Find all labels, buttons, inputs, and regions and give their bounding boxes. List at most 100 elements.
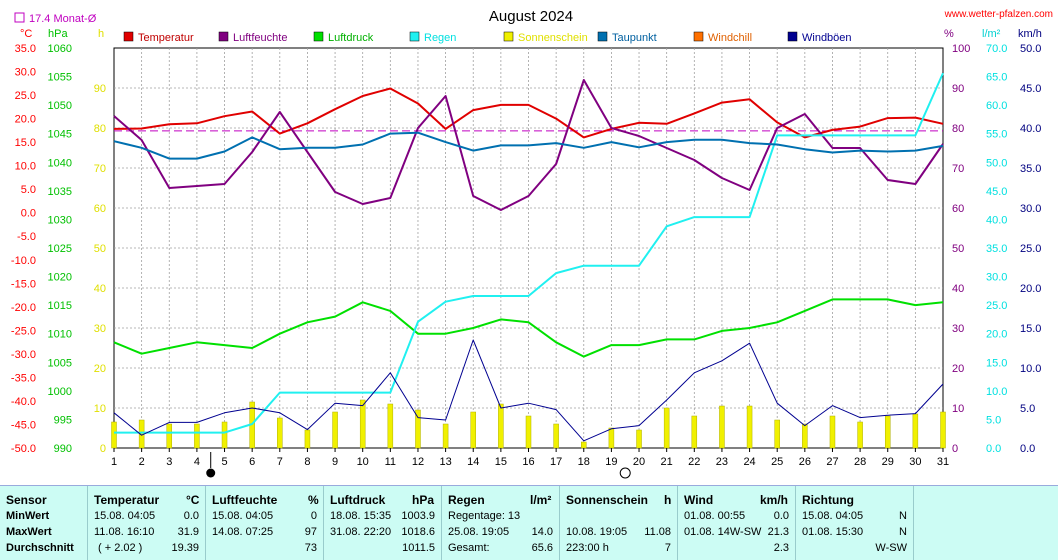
- stats-unit-humidity: %: [308, 493, 319, 507]
- series-line-windböen: [113, 339, 944, 442]
- x-tick-label: 14: [467, 456, 479, 468]
- sun-tick-label: 40: [94, 283, 106, 295]
- pressure-tick-label: 1020: [48, 272, 72, 284]
- new-moon-icon: [206, 468, 216, 478]
- wind-unit-label: km/h: [1018, 28, 1042, 40]
- x-tick-label: 4: [194, 456, 200, 468]
- stats-cell: 31.9: [177, 526, 199, 538]
- humidity-tick-label: 20: [952, 363, 964, 375]
- sunshine-bar: [636, 429, 642, 449]
- temp-tick-label: -15.0: [11, 278, 36, 290]
- x-tick-label: 22: [688, 456, 700, 468]
- stats-row-label: MaxWert: [6, 526, 52, 538]
- humidity-tick-label: 0: [952, 443, 958, 455]
- humidity-tick-label: 50: [952, 243, 964, 255]
- sun-tick-label: 60: [94, 203, 106, 215]
- humidity-tick-label: 30: [952, 323, 964, 335]
- x-tick-label: 31: [937, 456, 949, 468]
- x-tick-label: 28: [854, 456, 866, 468]
- rain-tick-label: 60.0: [986, 100, 1007, 112]
- series-lines: [113, 72, 944, 442]
- stats-cell: N: [899, 510, 907, 522]
- wind-tick-label: 0.0: [1020, 443, 1035, 455]
- sunshine-bar: [332, 411, 338, 449]
- x-tick-labels: 1 2 3 4 5 6 7 8 9 10 11 12 13 14 15 16 17 18 19 20 21 22 23 24 2…: [111, 448, 949, 479]
- stats-cell: 21.3: [767, 526, 789, 538]
- sunshine-bar: [912, 413, 919, 449]
- x-tick-label: 8: [304, 456, 310, 468]
- temp-tick-label: 5.0: [21, 184, 36, 196]
- source-link[interactable]: www.wetter-pfalzen.com: [944, 9, 1053, 20]
- stats-cell: 1003.9: [401, 510, 435, 522]
- stats-cell: 10.08. 19:05: [566, 526, 628, 538]
- series-line-luftdruck: [113, 298, 944, 358]
- stats-cell: 65.6: [531, 542, 553, 554]
- month-average-swatch: [14, 12, 25, 23]
- stats-cell: 14.0: [531, 526, 553, 538]
- x-tick-label: 27: [826, 456, 838, 468]
- rain-tick-label: 15.0: [986, 357, 1007, 369]
- humidity-tick-label: 40: [952, 283, 964, 295]
- sunshine-bar: [304, 429, 311, 449]
- x-tick-label: 10: [357, 456, 369, 468]
- stats-cell: 14.08. 07:25: [212, 526, 274, 538]
- pressure-unit-label: hPa: [48, 28, 68, 40]
- statistics-table: Sensor MinWert MaxWert Durchschnitt Temp…: [0, 485, 1058, 560]
- stats-col-wind: Wind km/h 01.08. 00:55 0.0 01.08. 14W-SW…: [677, 486, 795, 560]
- rain-unit-label: l/m²: [982, 28, 1001, 40]
- x-tick-label: 24: [743, 456, 755, 468]
- stats-cell: 01.08. 00:55: [684, 510, 746, 522]
- chart-grid: [113, 47, 944, 449]
- sunshine-bar: [442, 423, 449, 449]
- wind-tick-label: 5.0: [1020, 403, 1035, 415]
- wind-tick-label: 25.0: [1020, 243, 1041, 255]
- stats-cell: 11.08. 16:10: [94, 526, 155, 538]
- sunshine-bar: [553, 423, 559, 449]
- series-line-regen: [114, 72, 944, 434]
- legend-swatch: [693, 31, 704, 42]
- temp-tick-label: -40.0: [11, 396, 36, 408]
- x-tick-label: 12: [412, 456, 424, 468]
- sunshine-bar: [415, 409, 421, 449]
- x-tick-label: 20: [633, 456, 645, 468]
- legend-label: Luftdruck: [328, 32, 374, 44]
- rain-tick-label: 40.0: [986, 214, 1007, 226]
- rain-tick-label: 5.0: [986, 414, 1001, 426]
- sun-tick-label: 10: [94, 403, 106, 415]
- stats-cell: 01.08. 15:30: [802, 526, 864, 538]
- rain-tick-label: 25.0: [986, 300, 1007, 312]
- sunshine-bar: [663, 407, 670, 449]
- stats-cell: 1011.5: [402, 542, 435, 554]
- stats-col-rain: Regen l/m² Regentage: 13 25.08. 19:05 14…: [441, 486, 559, 560]
- weather-chart: 35.030.025.020.015.010.05.00.0-5.0-10.0-…: [11, 8, 1053, 479]
- stats-cell: 73: [304, 542, 317, 554]
- stats-cell: Gesamt:: [448, 542, 490, 554]
- x-tick-label: 19: [605, 456, 617, 468]
- stats-unit-pressure: hPa: [412, 493, 435, 507]
- stats-cell: 0.0: [183, 510, 199, 522]
- sunshine-bar: [884, 415, 891, 449]
- x-tick-label: 15: [495, 456, 507, 468]
- chart-title: August 2024: [489, 8, 573, 25]
- pressure-tick-label: 1060: [48, 43, 72, 55]
- temp-tick-label: -25.0: [11, 325, 36, 337]
- legend-swatch: [787, 31, 798, 42]
- sunshine-bar: [221, 421, 228, 449]
- legend-label: Regen: [424, 32, 456, 44]
- sunshine-bar: [774, 419, 780, 449]
- stats-row-label: MinWert: [6, 510, 50, 522]
- stats-cell: 0.0: [773, 510, 789, 522]
- stats-col-pressure: Luftdruck hPa 18.08. 15:35 1003.9 31.08.…: [323, 486, 441, 560]
- humidity-unit-label: %: [944, 28, 954, 40]
- wind-tick-label: 15.0: [1020, 323, 1041, 335]
- sunshine-bar: [746, 405, 753, 449]
- sun-tick-label: 0: [100, 443, 106, 455]
- stats-cell: 2.3: [773, 542, 789, 554]
- stats-header-temperature: Temperatur: [94, 493, 160, 507]
- x-tick-label: 21: [661, 456, 673, 468]
- x-tick-label: 30: [909, 456, 921, 468]
- legend-swatch: [597, 31, 608, 42]
- legend-label: Windchill: [708, 32, 752, 44]
- rain-tick-label: 55.0: [986, 129, 1007, 141]
- stats-col-humidity: Luftfeuchte % 15.08. 04:05 0 14.08. 07:2…: [205, 486, 323, 560]
